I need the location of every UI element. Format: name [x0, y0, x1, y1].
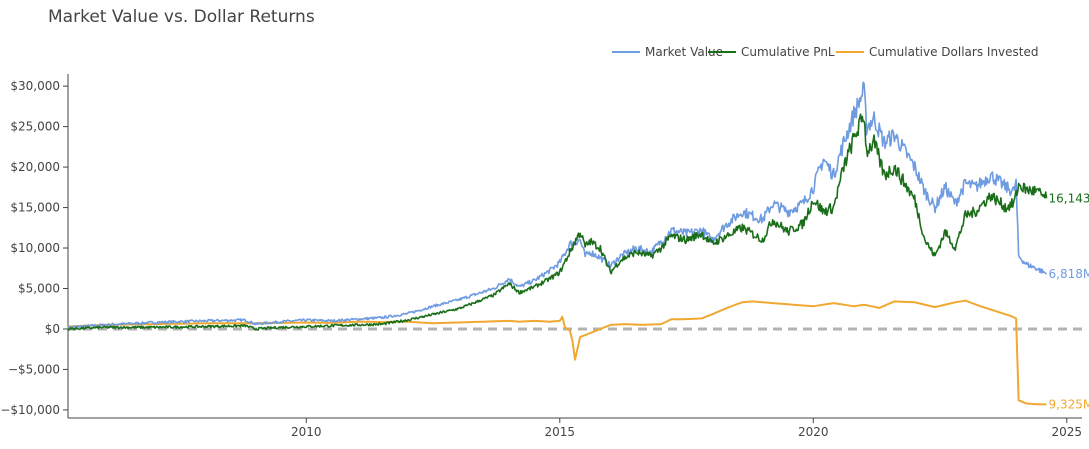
legend: Market Value Cumulative PnL Cumulative Dol… [612, 45, 1039, 59]
series-line-market-value [67, 81, 1047, 329]
series-line-cumulative-dollars-invested [67, 299, 1047, 406]
y-tick-label: $5,000 [18, 281, 60, 295]
end-label: 9,325M [1049, 397, 1089, 411]
y-tick-label: −$5,000 [8, 362, 60, 376]
x-tick-label: 2025 [1052, 425, 1083, 439]
legend-item: Cumulative PnL [708, 45, 835, 59]
legend-label: Cumulative Dollars Invested [869, 45, 1039, 59]
x-tick-label: 2015 [545, 425, 576, 439]
y-tick-label: $0 [45, 322, 60, 336]
chart-title: Market Value vs. Dollar Returns [48, 7, 315, 27]
legend-label: Cumulative PnL [741, 45, 835, 59]
y-tick-label: $25,000 [10, 120, 60, 134]
y-tick-label: $10,000 [10, 241, 60, 255]
legend-item: Market Value [612, 45, 723, 59]
legend-label: Market Value [645, 45, 723, 59]
legend-item: Cumulative Dollars Invested [836, 45, 1039, 59]
x-tick-label: 2020 [798, 425, 829, 439]
end-label: 6,818M [1049, 267, 1089, 281]
y-tick-label: −$10,000 [0, 403, 60, 417]
y-tick-label: $30,000 [10, 79, 60, 93]
x-tick-label: 2010 [291, 425, 322, 439]
series-line-cumulative-pnl [67, 113, 1048, 331]
y-tick-label: $15,000 [10, 201, 60, 215]
axes-layer: $30,000 $25,000 $20,000 $15,000 $10,000 $5,00… [0, 74, 1082, 439]
y-tick-label: $20,000 [10, 160, 60, 174]
